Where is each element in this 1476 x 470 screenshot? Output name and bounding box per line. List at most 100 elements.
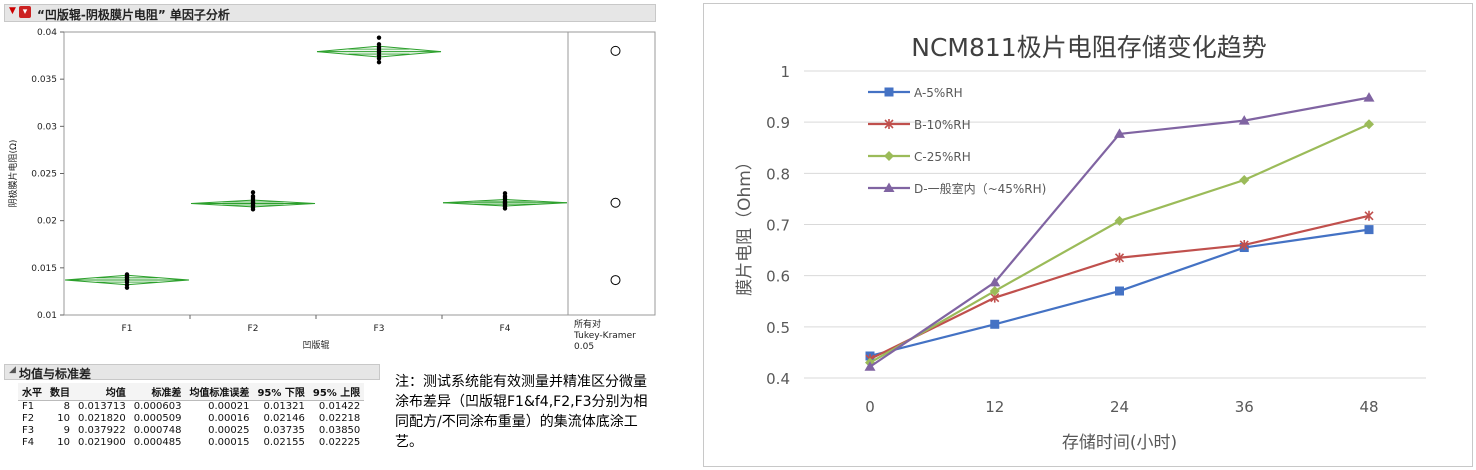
oneway-chart: 0.01 0.015 0.02 0.025 0.03 0.035 0.04 F1 F2 F3 F4 凹… [7, 28, 656, 352]
stats-column-header: 均值标准误差 [185, 383, 254, 401]
table-cell: 8 [63, 401, 70, 412]
legend-label: B-10%RH [914, 118, 971, 132]
line-chart: NCM811极片电阻存储变化趋势 0.4 0.5 0.6 0.7 0.8 0.9 1 0 12 24… [735, 33, 1426, 453]
table-cell: F1 [22, 401, 35, 412]
data-point-series-3 [1114, 128, 1125, 138]
analysis-title: “凹版辊-阴极膜片电阻” 单因子分析 [37, 8, 230, 22]
red-triangle-menu-icon[interactable]: ▾ [19, 6, 31, 18]
line-chart-panel: NCM811极片电阻存储变化趋势 0.4 0.5 0.6 0.7 0.8 0.9 1 0 12 24… [703, 3, 1473, 467]
stats-column-header: 均值 [74, 383, 130, 401]
x-tick-label: 24 [1110, 398, 1129, 416]
y-axis-label: 阴极膜片电阻(Ω) [7, 140, 19, 208]
table-cell: 0.01321 [263, 401, 305, 412]
y-tick-label: 0.8 [766, 165, 790, 183]
table-cell: 0.02155 [263, 437, 305, 448]
analysis-header[interactable]: ▼ ▾ “凹版辊-阴极膜片电阻” 单因子分析 [4, 4, 656, 22]
table-cell: 0.00021 [208, 401, 250, 412]
data-point-f3 [376, 59, 382, 65]
table-cell: 0.021900 [78, 437, 126, 448]
y-tick-label: 0.9 [766, 114, 790, 132]
table-cell: 10 [57, 437, 70, 448]
data-point-f2 [250, 190, 256, 195]
table-cell: F3 [22, 425, 35, 436]
x-tick-label: 48 [1359, 398, 1378, 416]
data-point-series-0 [1115, 286, 1124, 296]
table-cell: 0.000603 [133, 401, 182, 412]
chart-title: NCM811极片电阻存储变化趋势 [911, 33, 1266, 62]
y-tick-label: 0.015 [31, 264, 57, 274]
x-tick-label-f1: F1 [122, 324, 133, 334]
data-point-series-1 [1364, 210, 1374, 221]
y-tick-label: 0.4 [766, 370, 790, 388]
table-row: F4 10 0.021900 0.000485 0.00015 0.02155 0.0222… [18, 437, 364, 449]
y-tick-label: 0.01 [37, 311, 57, 321]
data-point-series-2 [989, 286, 1000, 297]
comparison-circle[interactable] [610, 275, 621, 286]
data-point-series-1 [1239, 239, 1249, 250]
x-tick-label-f4: F4 [500, 324, 511, 334]
legend-marker [883, 182, 895, 192]
x-tick-label-f3: F3 [374, 324, 385, 334]
legend-label: D-一般室内（~45%RH) [914, 181, 1046, 196]
x-tick-label-f2: F2 [248, 324, 259, 334]
data-point-f3 [376, 42, 382, 47]
y-tick-label: 0.025 [31, 170, 57, 180]
table-cell: 0.00016 [208, 413, 250, 424]
table-row: F3 9 0.037922 0.000748 0.00025 0.03735 0.03850 [18, 425, 364, 437]
y-tick-label: 0.6 [766, 268, 790, 286]
comparison-circle[interactable] [610, 45, 621, 56]
oneway-analysis-panel: ▼ ▾ “凹版辊-阴极膜片电阻” 单因子分析 0.01 0.015 0.02 0.02… [0, 0, 665, 470]
table-cell: 0.00025 [208, 425, 250, 436]
stats-column-header: 标准差 [129, 383, 186, 401]
stats-table-title: 均值与标准差 [19, 367, 92, 381]
table-cell: 0.000485 [133, 437, 182, 448]
data-point-f2 [250, 193, 256, 199]
data-point-series-1 [1114, 252, 1125, 263]
x-axis-label: 凹版辊 [302, 339, 329, 351]
stats-column-header: 95% 下限 [253, 383, 309, 401]
data-point-series-3 [864, 361, 876, 371]
table-cell: F2 [22, 413, 35, 424]
stats-table-header[interactable]: ◢ 均值与标准差 [4, 364, 380, 381]
data-point-f4 [502, 191, 508, 196]
collapse-triangle-icon[interactable]: ▼ [9, 6, 16, 16]
plot-frame [63, 31, 569, 316]
data-point-series-3 [1363, 92, 1375, 102]
stats-column-header: 数目 [46, 383, 74, 401]
legend-marker [884, 87, 894, 97]
legend-label: C-25%RH [914, 150, 971, 164]
y-tick-label: 1 [780, 63, 790, 81]
legend-marker [884, 119, 894, 129]
data-point-series-0 [990, 319, 1000, 329]
table-cell: 10 [57, 413, 70, 424]
data-point-series-2 [1114, 215, 1125, 226]
table-cell: 0.03850 [318, 425, 361, 436]
table-cell: 0.01422 [318, 401, 361, 412]
y-axis-label: 膜片电阻（Ohm） [735, 153, 755, 296]
table-cell: 0.02225 [318, 437, 361, 448]
y-tick-label: 0.04 [37, 28, 57, 38]
legend-marker [884, 151, 894, 161]
data-point-f3 [376, 35, 382, 40]
data-point-series-3 [1238, 115, 1250, 125]
table-cell: 0.00015 [208, 437, 250, 448]
table-cell: 0.000509 [133, 413, 182, 424]
data-point-f1 [124, 272, 130, 277]
x-tick-label: 0 [865, 398, 875, 416]
y-tick-label: 0.7 [766, 217, 790, 235]
data-point-series-0 [1364, 225, 1374, 235]
table-cell: 0.03735 [263, 425, 305, 436]
comparison-label-line: 所有对 [574, 318, 601, 330]
table-row: F1 8 0.013713 0.000603 0.00021 0.01321 0.01422 [18, 401, 364, 414]
x-tick-label: 36 [1235, 398, 1254, 416]
note-text: 注：测试系统能有效测量并精准区分微量涂布差异（凹版辊F1&f4,F2,F3分别为… [395, 374, 648, 450]
stats-column-header: 水平 [18, 383, 46, 401]
legend-label: A-5%RH [914, 86, 963, 100]
table-row: F2 10 0.021820 0.000509 0.00016 0.02146 0.0221… [18, 413, 364, 425]
x-axis-label: 存储时间(小时) [1062, 433, 1177, 453]
table-cell: 0.000748 [133, 425, 182, 436]
collapse-triangle-icon[interactable]: ◢ [9, 365, 16, 375]
data-point-series-3 [989, 276, 1001, 287]
comparison-circles-frame [567, 31, 656, 316]
comparison-circle[interactable] [610, 197, 621, 208]
